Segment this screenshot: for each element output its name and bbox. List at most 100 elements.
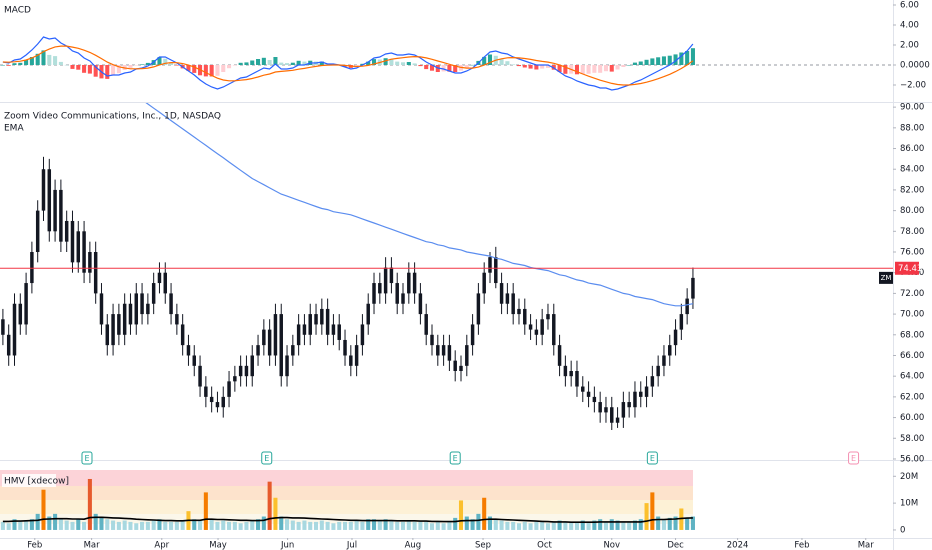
earnings-marker	[261, 451, 273, 465]
candle-body	[285, 355, 289, 377]
histogram-bar	[186, 65, 191, 71]
histogram-bar	[87, 65, 92, 74]
histogram-bar	[47, 54, 52, 65]
x-tick-label: Oct	[537, 541, 552, 550]
candle-body	[198, 365, 202, 387]
volume-bar	[209, 519, 214, 530]
candle-body	[337, 324, 341, 340]
hmv-title: HMV [xdecow]	[4, 477, 69, 487]
volume-bar	[458, 500, 464, 530]
candle-body	[476, 293, 481, 325]
volume-bar	[192, 519, 197, 530]
candle-body	[673, 329, 678, 346]
volume-bar	[656, 516, 661, 530]
volume-bar	[435, 521, 440, 530]
candle-body	[262, 329, 266, 346]
y-tick-label: 88.00	[900, 123, 924, 133]
volume-bar	[690, 516, 695, 530]
volume-bar	[122, 520, 127, 530]
candle-body	[296, 324, 301, 346]
candle-body	[169, 293, 173, 315]
candle-body	[563, 365, 568, 377]
histogram-bar	[157, 57, 162, 65]
volume-bar	[296, 521, 301, 530]
candle-body	[291, 345, 295, 356]
candle-body	[192, 355, 196, 366]
y-tick-label: 0.0000	[900, 61, 930, 71]
candle-body	[233, 376, 237, 382]
volume-bar	[563, 521, 568, 530]
volume-bar	[632, 520, 637, 530]
candle-body	[453, 360, 457, 372]
volume-bar	[128, 521, 133, 530]
histogram-bar	[244, 62, 249, 65]
price-line-tag	[895, 261, 919, 275]
volume-bar	[482, 497, 487, 530]
candle-body	[331, 324, 336, 335]
histogram-bar	[128, 65, 133, 69]
candle-body	[227, 381, 231, 397]
candle-body	[401, 293, 405, 304]
candle-body	[175, 314, 179, 325]
candle-body	[517, 308, 521, 315]
volume-bar	[163, 521, 168, 530]
histogram-bar	[632, 62, 637, 65]
histogram-bar	[238, 62, 243, 65]
volume-bar	[227, 521, 232, 530]
histogram-bar	[545, 65, 551, 68]
volume-bar	[29, 519, 34, 530]
x-tick-label: Sep	[475, 541, 491, 550]
y-tick-label: 76.00	[900, 248, 924, 258]
histogram-bar	[580, 65, 585, 74]
volume-bar	[615, 520, 620, 530]
x-tick-label: May	[209, 541, 227, 550]
candle-body	[111, 314, 115, 346]
candle-body	[586, 391, 591, 397]
volume-bar	[487, 516, 493, 530]
histogram-bar	[412, 63, 417, 65]
histogram-bar	[534, 65, 539, 70]
histogram-bar	[18, 62, 23, 65]
volume-bar	[116, 521, 121, 530]
volume-bar	[58, 519, 63, 530]
histogram-bar	[273, 57, 278, 65]
candle-body	[302, 324, 307, 335]
histogram-bar	[366, 61, 371, 65]
histogram-bar	[371, 59, 377, 65]
candle-body	[343, 339, 347, 356]
candle-body	[552, 314, 556, 346]
candle-body	[35, 210, 40, 253]
y-tick-label: 90.00	[900, 103, 924, 113]
histogram-bar	[221, 65, 226, 72]
candle-body	[186, 345, 191, 356]
y-tick-label: 86.00	[900, 144, 924, 154]
histogram-bar	[528, 65, 533, 69]
histogram-bar	[563, 65, 568, 74]
histogram-bar	[679, 52, 684, 65]
candle-body	[383, 267, 388, 294]
histogram-bar	[296, 60, 301, 65]
volume-bar	[82, 521, 87, 530]
volume-bar	[111, 520, 116, 530]
candle-body	[557, 345, 562, 366]
candle-body	[459, 365, 463, 372]
histogram-bar	[418, 65, 423, 67]
histogram-bar	[685, 51, 690, 65]
volume-bar	[493, 519, 498, 530]
volume-bar	[366, 519, 371, 530]
histogram-bar	[145, 62, 150, 65]
volume-bar	[418, 521, 423, 530]
volume-bar	[650, 492, 655, 530]
histogram-bar	[35, 53, 40, 65]
y-tick-label: 82.00	[900, 185, 924, 195]
candle-body	[644, 386, 649, 397]
volume-bar	[99, 516, 104, 530]
y-tick-label: 68.00	[900, 330, 924, 340]
histogram-bar	[690, 48, 695, 65]
volume-bar	[87, 478, 92, 530]
candle-body	[639, 391, 643, 397]
volume-bar	[256, 519, 261, 530]
volume-bar	[180, 520, 185, 530]
x-tick-label: 2024	[727, 541, 749, 550]
candle-body	[204, 386, 208, 397]
